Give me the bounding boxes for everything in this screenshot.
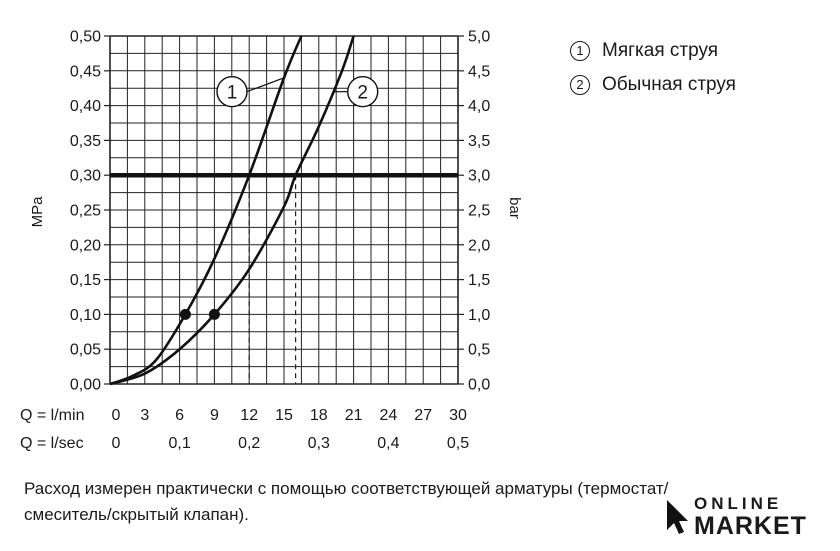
y2-tick-label: 4,0 (468, 98, 490, 115)
data-point-marker (208, 308, 220, 320)
callout-circle (216, 75, 248, 108)
data-point-marker (179, 308, 191, 320)
x-tick-label: 6 (175, 407, 184, 424)
x-tick-label: 24 (380, 407, 398, 424)
series-line-2 (109, 35, 355, 386)
callout-circle (347, 75, 379, 108)
x-tick-label: 12 (240, 407, 258, 424)
y-tick-label: 0,50 (70, 29, 101, 46)
y2-tick-label: 3,0 (468, 168, 490, 185)
data-markers (179, 308, 220, 320)
footnote: Расход измерен практически с помощью соо… (24, 476, 824, 528)
y2-tick-label: 5,0 (468, 29, 490, 46)
logo-text-bottom: MARKET (694, 512, 807, 540)
x-tick-label: 0,3 (308, 435, 330, 452)
y2-tick-label: 1,0 (468, 307, 490, 324)
y-tick-label: 0,45 (70, 63, 101, 80)
y-tick-label: 0,25 (70, 203, 101, 220)
x-tick-label: 0 (112, 407, 121, 424)
y2-tick-label: 0,0 (468, 377, 490, 394)
y-tick-label: 0,20 (70, 237, 101, 254)
legend-label: Обычная струя (602, 74, 736, 95)
legend-number: 2 (570, 75, 590, 95)
x-tick-label: 3 (140, 407, 149, 424)
series-line-1 (109, 35, 303, 386)
x-tick-label: 0,4 (377, 435, 399, 452)
y2-tick-label: 1,5 (468, 272, 490, 289)
x-tick-label: 30 (449, 407, 467, 424)
x-tick-label: 9 (210, 407, 219, 424)
tick-labels: 0,000,050,100,150,200,250,300,350,400,45… (20, 29, 490, 453)
x-tick-label: 0,5 (447, 435, 469, 452)
y-tick-label: 0,40 (70, 98, 101, 115)
x-tick-label: 27 (414, 407, 432, 424)
y-tick-label: 0,10 (70, 307, 101, 324)
y-tick-label: 0,15 (70, 272, 101, 289)
legend-item: 1 Мягкая струя (570, 34, 736, 68)
x-tick-label: 0 (112, 435, 121, 452)
legend-number: 1 (570, 41, 590, 61)
series-curves (109, 35, 355, 386)
y-tick-label: 0,30 (70, 168, 101, 185)
x-tick-label: 0,2 (238, 435, 260, 452)
y-tick-label: 0,35 (70, 133, 101, 150)
legend: 1 Мягкая струя 2 Обычная струя (570, 34, 736, 102)
y-tick-label: 0,00 (70, 377, 101, 394)
logo-text-top: ONLINE (694, 494, 783, 513)
online-market-logo: ONLINE MARKET (664, 494, 814, 540)
y2-tick-label: 2,5 (468, 203, 490, 220)
x-tick-label: 21 (345, 407, 363, 424)
y2-tick-label: 0,5 (468, 342, 490, 359)
cursor-arrow-icon (667, 500, 688, 534)
x-tick-label: 18 (310, 407, 328, 424)
y-axis-label: MPa (29, 196, 46, 228)
callout-leader (246, 77, 285, 93)
x-tick-label: 15 (275, 407, 293, 424)
y-tick-label: 0,05 (70, 342, 101, 359)
legend-label: Мягкая струя (602, 40, 719, 61)
y2-tick-label: 4,5 (468, 63, 490, 80)
y2-tick-label: 2,0 (468, 237, 490, 254)
legend-item: 2 Обычная струя (570, 68, 736, 102)
y2-tick-label: 3,5 (468, 133, 490, 150)
callout-label: 2 (357, 83, 368, 104)
chart-grid (109, 35, 459, 385)
footnote-line: смеситель/скрытый клапан). (24, 505, 249, 524)
drop-lines (248, 175, 297, 384)
x-axis-label: Q = l/min (20, 407, 84, 424)
x-axis-label: Q = l/sec (20, 435, 84, 452)
y2-axis-label: bar (506, 197, 523, 219)
callout-label: 1 (227, 83, 238, 104)
footnote-line: Расход измерен практически с помощью соо… (24, 479, 669, 498)
x-tick-label: 0,1 (168, 435, 190, 452)
